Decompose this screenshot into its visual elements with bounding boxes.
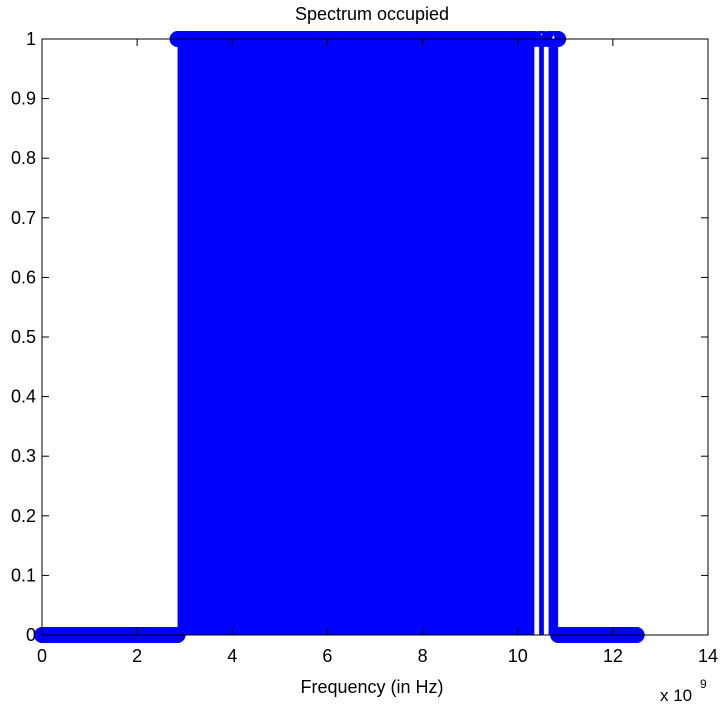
y-axis: 0 0.1 0.2 0.3 0.4 0.5 0.6 0.7 0.8 0.9 1	[11, 29, 708, 645]
x-tick-label: 10	[508, 646, 528, 666]
y-tick-label: 0.2	[11, 506, 36, 526]
y-tick-label: 0.4	[11, 387, 36, 407]
series-segment	[540, 31, 567, 635]
x-tick-label: 2	[132, 646, 142, 666]
series-segment	[169, 31, 543, 635]
y-tick-label: 0.5	[11, 327, 36, 347]
x-tick-label: 8	[418, 646, 428, 666]
plot-marks	[34, 31, 645, 643]
x-tick-label: 14	[698, 646, 718, 666]
series-segment	[531, 31, 552, 635]
y-tick-label: 0.3	[11, 446, 36, 466]
y-tick-label: 0	[26, 625, 36, 645]
x-tick-label: 6	[322, 646, 332, 666]
x-tick-label: 4	[227, 646, 237, 666]
stem-band	[548, 39, 559, 635]
x-axis: 0 2 4 6 8 10 12 14	[37, 39, 718, 666]
x-multiplier-exponent: 9	[700, 677, 707, 691]
x-multiplier-label: x 10	[660, 686, 692, 705]
y-tick-label: 1	[26, 29, 36, 49]
y-tick-label: 0.6	[11, 267, 36, 287]
x-axis-label: Frequency (in Hz)	[300, 677, 443, 697]
y-tick-label: 0.9	[11, 89, 36, 109]
stem-band	[539, 39, 544, 635]
y-tick-label: 0.1	[11, 565, 36, 585]
x-tick-label: 12	[603, 646, 623, 666]
y-tick-label: 0.8	[11, 148, 36, 168]
y-tick-label: 0.7	[11, 208, 36, 228]
chart-title: Spectrum occupied	[295, 4, 449, 24]
stem-band	[177, 39, 535, 635]
x-tick-label: 0	[37, 646, 47, 666]
